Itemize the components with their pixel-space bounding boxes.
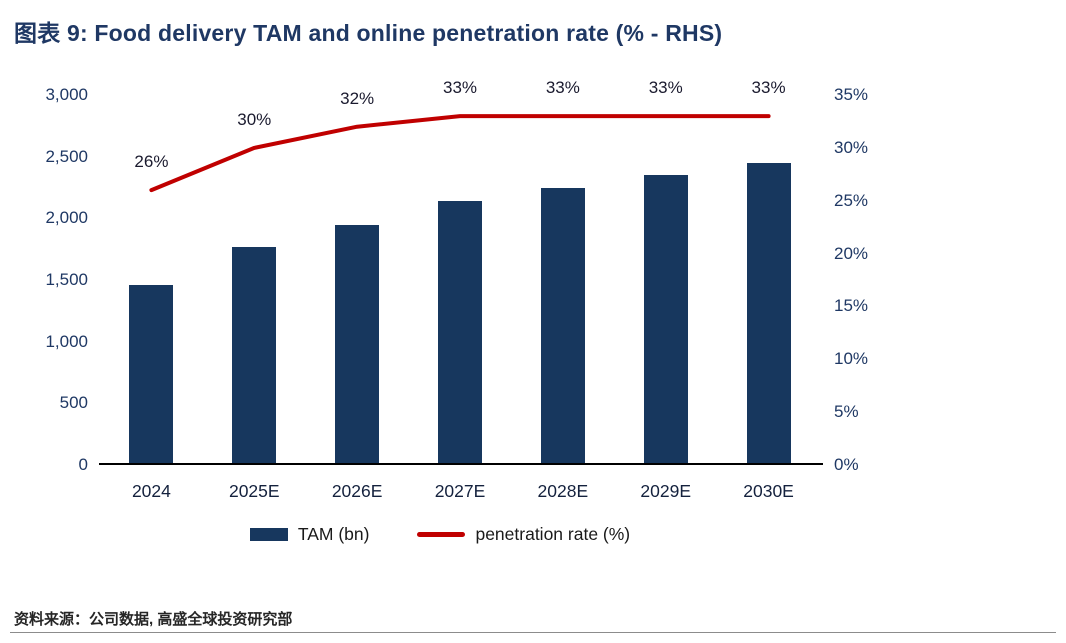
y-axis-left-tick: 1,500 [45,270,88,289]
legend-label-penetration: penetration rate (%) [475,524,631,544]
bottom-divider [10,632,1056,633]
y-axis-right-tick: 20% [834,243,869,263]
tam-bar [643,175,688,465]
y-axis-left-tick: 0 [78,455,88,474]
penetration-point-label: 33% [442,78,478,98]
penetration-swatch-icon [417,532,466,537]
y-axis-right-tick: 30% [834,137,869,157]
penetration-point-label: 30% [237,109,272,129]
x-axis-tick: 2027E [434,481,486,501]
x-axis-tick: 2025E [228,481,280,501]
x-axis-tick: 2030E [743,481,794,501]
y-axis-left-tick: 1,000 [45,331,88,351]
y-axis-right-tick: 35% [834,85,869,104]
penetration-line [149,114,771,193]
tam-bar [540,187,585,465]
penetration-point-label: 33% [751,78,786,98]
penetration-point-label: 32% [340,88,375,108]
penetration-point-label: 26% [134,152,169,172]
x-axis-tick: 2028E [537,481,589,501]
y-axis-left-tick: 2,500 [45,146,88,166]
legend: TAM (bn) penetration rate (%) [0,524,880,545]
tam-bar [438,201,482,465]
x-axis-line [99,463,823,465]
x-axis: 2024 2025E 2026E 2027E 2028E 2029E 2030E [100,481,820,507]
y-axis-left-tick: 3,000 [45,85,88,104]
legend-item-penetration: penetration rate (%) [417,524,630,545]
y-axis-right-tick: 25% [834,190,869,210]
tam-swatch-icon [249,528,288,541]
x-axis-tick: 2026E [331,481,383,501]
source-note: 资料来源：公司数据, 高盛全球投资研究部 [14,611,293,628]
y-axis-right-tick: 15% [834,296,869,316]
y-axis-right-tick: 10% [834,349,869,369]
plot-area: 26% 30% 32% 33% 33% 33% 33% [100,78,820,465]
tam-bar [232,246,277,465]
chart-title: 图表 9: Food delivery TAM and online penet… [14,20,723,46]
y-axis-right-tick: 5% [834,402,859,422]
y-axis-left-tick: 500 [59,393,88,413]
tam-bar [129,284,174,465]
y-axis-left-tick: 2,000 [45,208,88,228]
x-axis-tick: 2029E [640,481,691,501]
y-axis-right: 0% 5% 10% 15% 20% 25% 30% 35% [834,86,914,474]
y-axis-right-tick: 0% [834,455,859,474]
penetration-point-label: 33% [545,78,580,98]
penetration-point-label: 33% [648,78,683,98]
legend-label-tam: TAM (bn) [297,524,370,544]
x-axis-tick: 2024 [131,481,171,501]
legend-item-tam: TAM (bn) [249,524,370,545]
y-axis-left: 0 500 1,000 1,500 2,000 2,500 3,000 [0,86,88,474]
tam-bar [746,162,791,465]
tam-bar [335,224,380,465]
